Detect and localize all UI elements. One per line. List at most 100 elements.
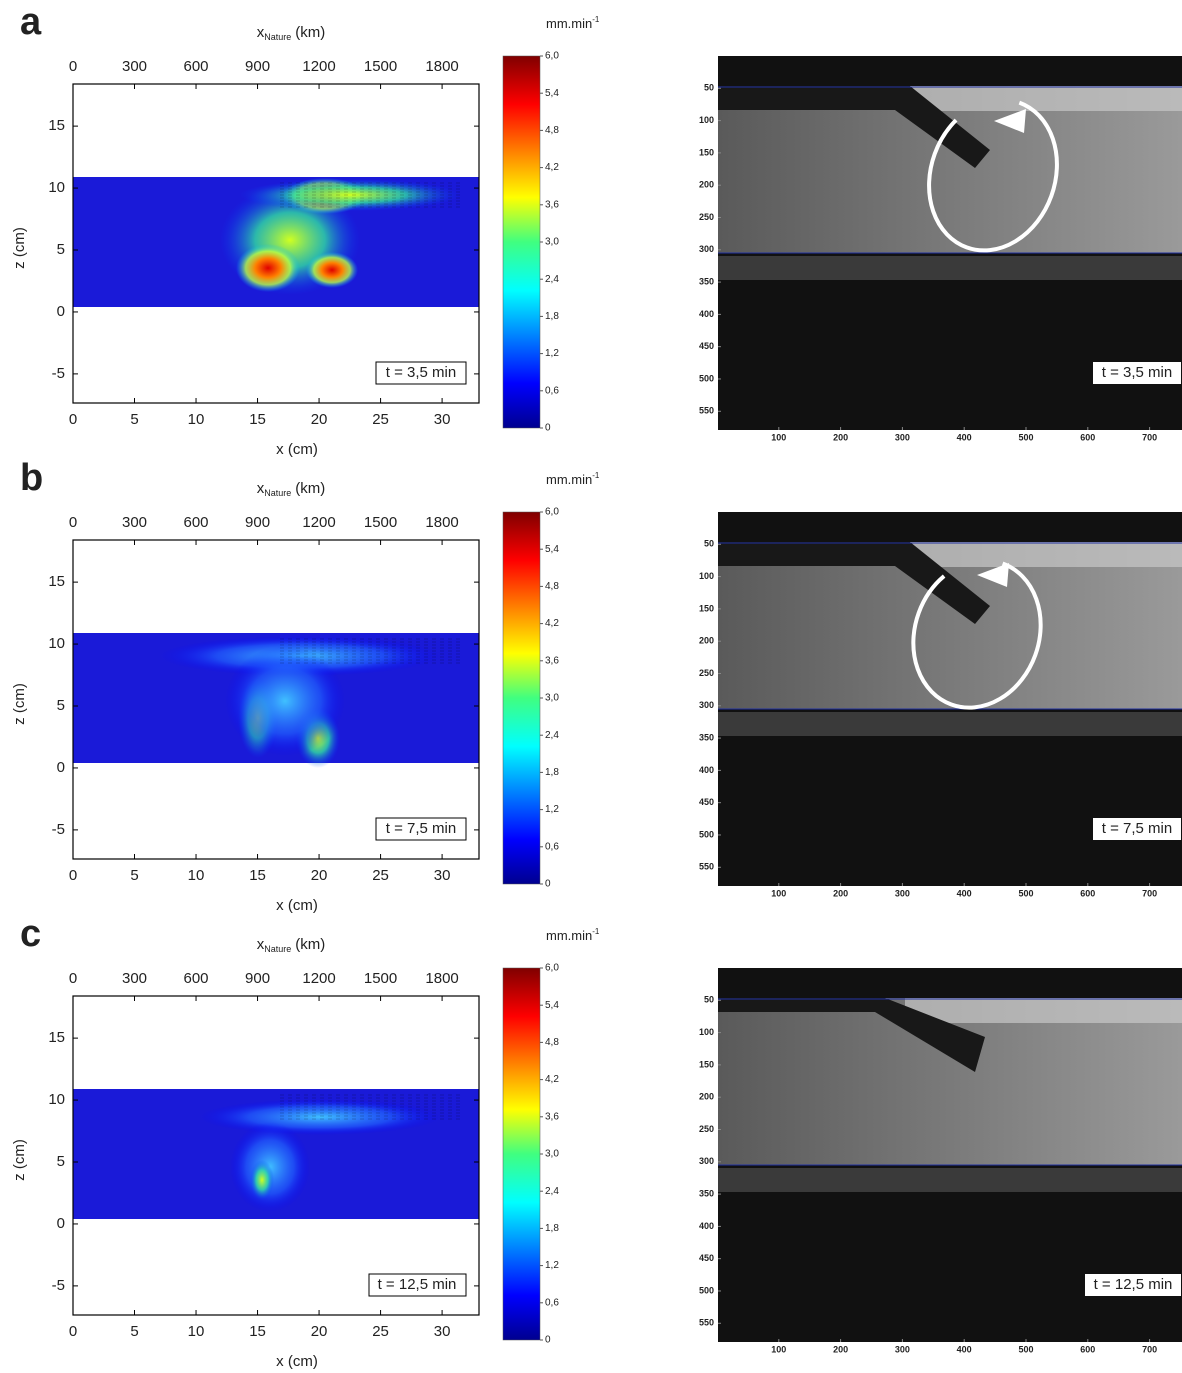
photo-y-tick-label: 50 bbox=[704, 539, 714, 549]
top-axis-label: xNature (km) bbox=[257, 24, 326, 42]
photo-x-tick-label: 200 bbox=[833, 1344, 848, 1354]
top-axis-label-unit: (km) bbox=[295, 480, 325, 497]
colorbar-tick-label: 3,0 bbox=[545, 237, 559, 248]
top-axis-label: xNature (km) bbox=[257, 480, 326, 498]
y-tick-label: 0 bbox=[57, 1215, 65, 1232]
colorbar-tick-label: 1,8 bbox=[545, 1223, 559, 1234]
y-tick-label: -5 bbox=[52, 1277, 65, 1294]
colorbar-unit-main: mm.min bbox=[546, 16, 592, 31]
photo-y-tick-label: 200 bbox=[699, 180, 714, 190]
top-tick-label: 1200 bbox=[302, 514, 335, 531]
top-axis-label-unit: (km) bbox=[295, 24, 325, 41]
photo-x-tick-label: 400 bbox=[957, 432, 972, 442]
photo-x-tick-label: 500 bbox=[1018, 1344, 1033, 1354]
photo-y-tick-label: 300 bbox=[699, 1156, 714, 1166]
x-tick-label: 10 bbox=[188, 411, 205, 428]
photo-x-tick-label: 100 bbox=[771, 432, 786, 442]
colorbar bbox=[502, 511, 541, 885]
x-tick-label: 30 bbox=[434, 1323, 451, 1340]
colorbar-unit: mm.min-1 bbox=[546, 471, 600, 487]
photo-upper-layer bbox=[905, 542, 1182, 567]
colorbar-tick-label: 0 bbox=[545, 423, 551, 434]
colorbar-tick-label: 6,0 bbox=[545, 51, 559, 62]
velocity-blobs bbox=[160, 636, 440, 768]
photo-y-tick-label: 150 bbox=[699, 603, 714, 613]
x-tick-label: 5 bbox=[130, 867, 138, 884]
velocity-blob bbox=[236, 244, 300, 292]
colorbar-tick-label: 0,6 bbox=[545, 1297, 559, 1308]
photo-x-tick-label: 300 bbox=[895, 432, 910, 442]
x-tick-label: 30 bbox=[434, 411, 451, 428]
photo-y-tick-label: 100 bbox=[699, 115, 714, 125]
colorbar-tick-label: 4,2 bbox=[545, 1074, 559, 1085]
y-axis-label: z (cm) bbox=[11, 683, 28, 725]
photo-time-box bbox=[1085, 1274, 1181, 1296]
photo-y-tick-label: 150 bbox=[699, 1059, 714, 1069]
colorbar-tick-label: 1,8 bbox=[545, 311, 559, 322]
arrow-head bbox=[977, 563, 1009, 587]
colorbar-tick-label: 4,8 bbox=[545, 125, 559, 136]
colorbar-tick-label: 2,4 bbox=[545, 730, 559, 741]
photo-y-tick-label: 500 bbox=[699, 1285, 714, 1295]
panel-label: b bbox=[20, 457, 43, 499]
top-axis-label-unit: (km) bbox=[295, 936, 325, 953]
photo-y-tick-label: 50 bbox=[704, 995, 714, 1005]
colorbar bbox=[502, 967, 541, 1341]
y-tick-label: 15 bbox=[48, 573, 65, 590]
top-tick-label: 0 bbox=[69, 58, 77, 75]
photo-y-tick-label: 450 bbox=[699, 341, 714, 351]
x-tick-label: 30 bbox=[434, 867, 451, 884]
x-tick-label: 20 bbox=[311, 411, 328, 428]
photo-x-tick-label: 400 bbox=[957, 888, 972, 898]
photo-y-tick-label: 100 bbox=[699, 1027, 714, 1037]
top-tick-label: 600 bbox=[184, 58, 209, 75]
colorbar-tick-label: 3,0 bbox=[545, 1149, 559, 1160]
photo-base bbox=[718, 712, 1182, 736]
colorbar-tick-label: 0,6 bbox=[545, 841, 559, 852]
time-box bbox=[375, 817, 467, 841]
colorbar-tick-label: 0 bbox=[545, 879, 551, 890]
photo-y-tick-label: 200 bbox=[699, 636, 714, 646]
photo-y-tick-label: 350 bbox=[699, 276, 714, 286]
rotation-arrow bbox=[927, 97, 1059, 253]
y-tick-label: 5 bbox=[57, 1153, 65, 1170]
photo-y-tick-label: 550 bbox=[699, 1318, 714, 1328]
top-tick-label: 0 bbox=[69, 514, 77, 531]
colorbar-tick-label: 4,2 bbox=[545, 162, 559, 173]
time-box bbox=[375, 361, 467, 385]
photo-x-tick-label: 600 bbox=[1080, 432, 1095, 442]
photo-y-tick-label: 250 bbox=[699, 212, 714, 222]
photo-y-tick-label: 100 bbox=[699, 571, 714, 581]
top-tick-label: 1800 bbox=[425, 970, 458, 987]
map-frame bbox=[72, 83, 480, 404]
map-frame bbox=[72, 995, 480, 1316]
y-tick-label: 10 bbox=[48, 1091, 65, 1108]
top-axis-label-main: x bbox=[257, 24, 265, 41]
top-axis-label-sub: Nature bbox=[264, 944, 291, 954]
x-tick-label: 5 bbox=[130, 1323, 138, 1340]
photo-x-tick-label: 700 bbox=[1142, 1344, 1157, 1354]
y-axis-label: z (cm) bbox=[11, 1139, 28, 1181]
top-axis-label: xNature (km) bbox=[257, 936, 326, 954]
photo-x-tick-label: 500 bbox=[1018, 888, 1033, 898]
top-tick-label: 0 bbox=[69, 970, 77, 987]
velocity-blob bbox=[240, 179, 460, 211]
y-tick-label: 0 bbox=[57, 759, 65, 776]
time-box bbox=[368, 1273, 467, 1297]
photo-x-tick-label: 700 bbox=[1142, 888, 1157, 898]
photo-time-label: t = 12,5 min bbox=[1094, 1276, 1173, 1293]
photo-x-tick-label: 600 bbox=[1080, 888, 1095, 898]
velocity-blob bbox=[200, 1099, 440, 1135]
colorbar-unit-main: mm.min bbox=[546, 472, 592, 487]
photo-y-tick-label: 250 bbox=[699, 1124, 714, 1134]
photo-upper-layer bbox=[905, 86, 1182, 111]
photo-x-tick-label: 600 bbox=[1080, 1344, 1095, 1354]
x-axis-label: x (cm) bbox=[276, 1353, 318, 1370]
velocity-blob bbox=[225, 646, 345, 756]
top-axis-label-sub: Nature bbox=[264, 488, 291, 498]
colorbar-tick-label: 3,6 bbox=[545, 1111, 559, 1122]
panel: a0 5 10 15 20 25 300 300 600 900 1200 1500 1800-5051… bbox=[11, 1, 1182, 458]
x-axis-label: x (cm) bbox=[276, 897, 318, 914]
photo-y-tick-label: 300 bbox=[699, 700, 714, 710]
x-tick-label: 20 bbox=[311, 1323, 328, 1340]
